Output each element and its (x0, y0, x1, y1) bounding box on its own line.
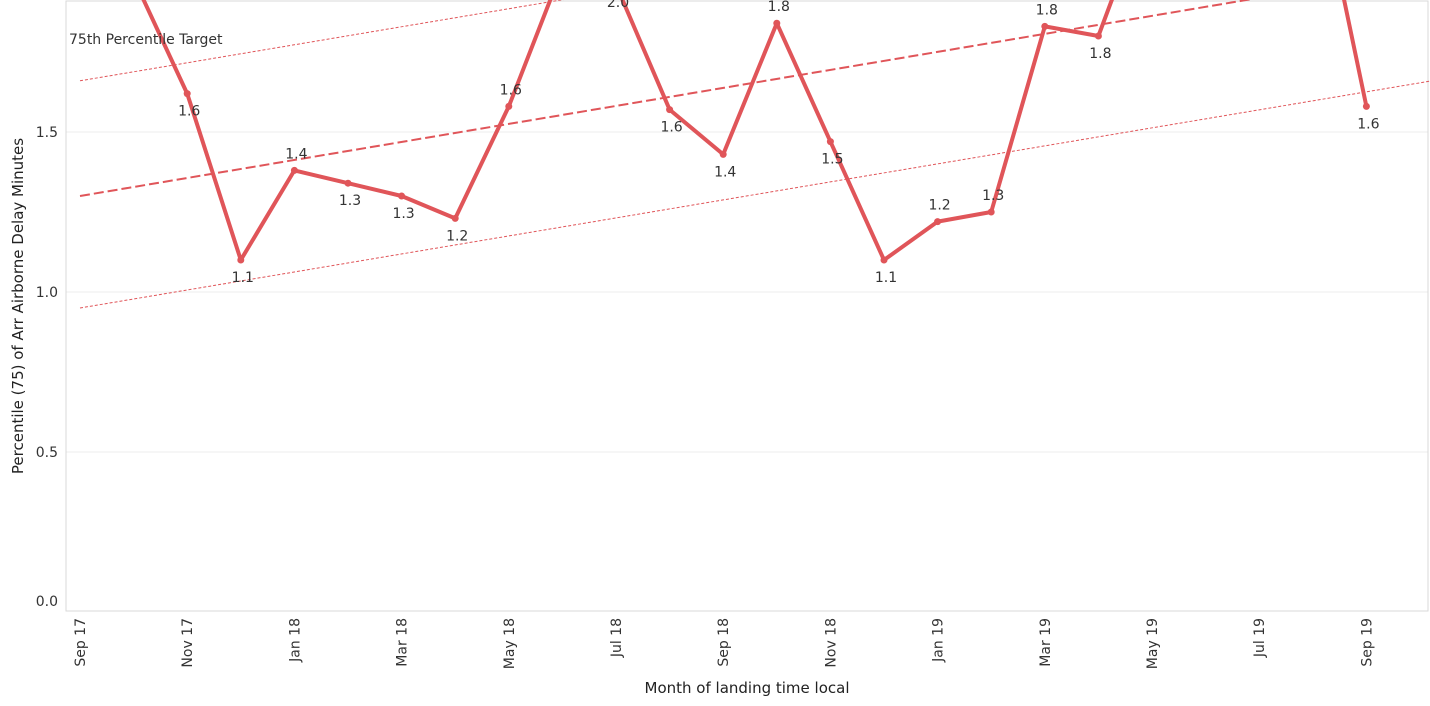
data-point (183, 90, 191, 98)
series-group (141, 0, 1370, 264)
data-label: 1.8 (768, 0, 790, 15)
trend-lines (79, 0, 1430, 309)
y-tick-label: 1.0 (36, 285, 58, 301)
data-label: 1.1 (875, 270, 897, 286)
x-tick-label: Jul 18 (609, 618, 625, 658)
x-tick-label: May 18 (502, 618, 518, 669)
trend-lower-band (79, 80, 1430, 309)
data-point (505, 102, 513, 110)
data-label: 1.4 (285, 146, 307, 162)
series-line (141, 0, 1369, 262)
gridlines (66, 131, 1428, 453)
data-label: 1.6 (660, 120, 682, 136)
data-point (880, 256, 888, 264)
x-tick-label: Jul 19 (1252, 618, 1268, 658)
data-point (934, 218, 942, 226)
data-point (987, 208, 995, 216)
x-tick-label: Sep 19 (1359, 618, 1375, 667)
data-point (237, 256, 245, 264)
data-point (290, 166, 298, 174)
y-tick-label: 0.0 (36, 594, 58, 610)
data-label: 1.1 (232, 270, 254, 286)
plot-frame (65, 0, 1429, 612)
data-label: 1.6 (500, 82, 522, 98)
data-label: 1.6 (178, 104, 200, 120)
data-labels: 2.01.61.11.41.31.31.21.62.02.01.61.41.81… (178, 0, 1380, 286)
y-axis-title: Percentile (75) of Arr Airborne Delay Mi… (9, 138, 27, 474)
data-label: 1.3 (982, 188, 1004, 204)
data-point (719, 150, 727, 158)
y-tick-label: 0.5 (36, 445, 58, 461)
trend-line (79, 0, 1253, 197)
y-axis-ticks: 0.00.51.01.52.02.53.03.5 (36, 125, 58, 610)
data-label: 1.2 (446, 228, 468, 244)
data-point (1362, 102, 1370, 110)
data-point (773, 19, 781, 27)
target-label: 75th Percentile Target (69, 32, 223, 48)
data-point (344, 179, 352, 187)
data-label: 2.0 (607, 0, 629, 11)
data-label: 1.8 (1089, 46, 1111, 62)
data-label: 1.2 (928, 198, 950, 214)
x-tick-label: Jan 18 (287, 618, 303, 663)
data-point (398, 192, 406, 200)
data-point (451, 214, 459, 222)
data-label: 1.5 (821, 152, 843, 168)
data-point (826, 138, 834, 146)
x-tick-label: Sep 17 (73, 618, 89, 667)
data-point (666, 106, 674, 114)
data-point (1041, 22, 1049, 30)
data-label: 1.3 (392, 206, 414, 222)
x-axis-ticks: Sep 17 Nov 17 Jan 18 Mar 18 May 18 Jul 18 Sep … (73, 618, 1375, 669)
data-label: 1.8 (1036, 2, 1058, 18)
x-tick-label: Sep 18 (716, 618, 732, 667)
trend-upper-band (79, 0, 564, 82)
x-tick-label: Nov 17 (180, 618, 196, 668)
x-tick-label: May 19 (1145, 618, 1161, 669)
y-tick-label: 1.5 (36, 125, 58, 141)
x-tick-label: Jan 19 (931, 618, 947, 663)
data-label: 1.4 (714, 164, 736, 180)
x-axis-title: Month of landing time local (645, 679, 850, 697)
data-label: 1.3 (339, 193, 361, 209)
x-tick-label: Nov 18 (823, 618, 839, 668)
data-point (1094, 32, 1102, 40)
x-tick-label: Mar 18 (395, 618, 411, 667)
data-label: 1.6 (1357, 116, 1379, 132)
x-tick-label: Mar 19 (1038, 618, 1054, 667)
